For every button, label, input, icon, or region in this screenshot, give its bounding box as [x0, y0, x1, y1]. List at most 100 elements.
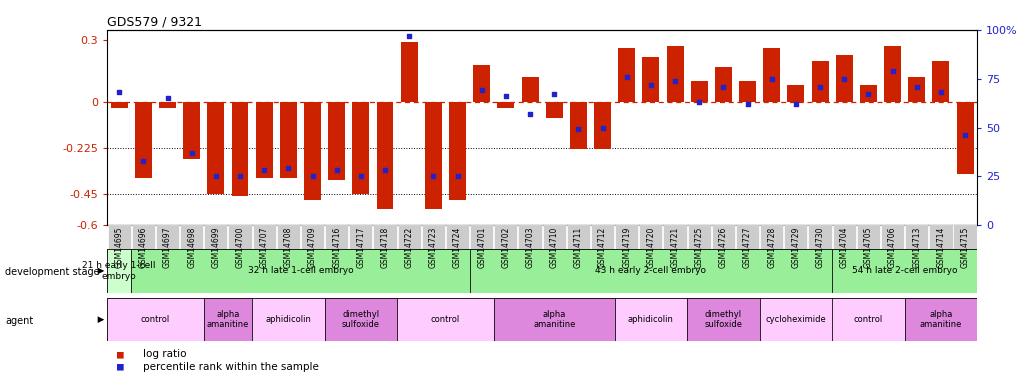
Text: GSM14696: GSM14696	[139, 227, 148, 268]
Bar	[545, 102, 562, 118]
Text: 43 h early 2-cell embryo: 43 h early 2-cell embryo	[595, 266, 706, 275]
Text: GSM14709: GSM14709	[308, 227, 317, 268]
Point	[787, 101, 803, 107]
Text: ■: ■	[117, 350, 124, 359]
Text: GSM14714: GSM14714	[935, 227, 945, 268]
Text: GSM14700: GSM14700	[235, 227, 245, 268]
Bar	[111, 102, 127, 108]
Text: control: control	[853, 315, 882, 324]
Bar	[397, 225, 421, 249]
Bar	[808, 225, 830, 249]
Bar	[352, 102, 369, 194]
Bar	[928, 225, 952, 249]
Bar	[425, 102, 441, 209]
Text: GSM14716: GSM14716	[332, 227, 341, 268]
Bar	[253, 225, 275, 249]
Text: GSM14730: GSM14730	[815, 227, 823, 268]
Bar	[618, 48, 635, 102]
Text: GSM14729: GSM14729	[791, 227, 800, 268]
Text: GSM14704: GSM14704	[839, 227, 848, 268]
Bar	[787, 86, 804, 102]
Text: GSM14725: GSM14725	[694, 227, 703, 268]
Bar	[400, 42, 417, 102]
Bar	[473, 65, 490, 102]
Point	[908, 84, 924, 90]
Bar	[107, 249, 131, 292]
Bar	[762, 48, 780, 102]
Text: GSM14724: GSM14724	[452, 227, 462, 268]
Text: GSM14702: GSM14702	[501, 227, 510, 268]
Bar	[832, 225, 855, 249]
Point	[545, 92, 561, 98]
Point	[280, 165, 297, 171]
Point	[642, 82, 658, 88]
Point	[497, 93, 514, 99]
Text: GSM14726: GSM14726	[718, 227, 728, 268]
Text: agent: agent	[5, 316, 34, 326]
Bar	[687, 225, 710, 249]
Text: control: control	[141, 315, 170, 324]
Text: GSM14712: GSM14712	[597, 227, 606, 268]
Text: dimethyl
sulfoxide: dimethyl sulfoxide	[704, 310, 742, 329]
Bar	[494, 225, 517, 249]
Bar	[832, 249, 976, 292]
Point	[256, 167, 272, 173]
Text: development stage: development stage	[5, 267, 100, 277]
Bar	[396, 298, 493, 341]
Bar	[614, 298, 687, 341]
Text: GSM14720: GSM14720	[646, 227, 655, 268]
Bar	[348, 225, 372, 249]
Bar	[324, 298, 396, 341]
Point	[353, 173, 369, 179]
Point	[522, 111, 538, 117]
Bar	[859, 86, 876, 102]
Bar	[953, 225, 976, 249]
Bar	[904, 225, 927, 249]
Text: 21 h early 1-cell
embryo: 21 h early 1-cell embryo	[83, 261, 156, 280]
Bar	[301, 225, 324, 249]
Bar	[811, 61, 827, 102]
Text: GSM14706: GSM14706	[888, 227, 896, 268]
Text: GSM14697: GSM14697	[163, 227, 172, 268]
Point	[594, 124, 610, 130]
Bar	[131, 225, 155, 249]
Text: cycloheximide: cycloheximide	[765, 315, 825, 324]
Point	[304, 173, 320, 179]
Point	[883, 68, 900, 74]
Bar	[590, 225, 613, 249]
Bar	[856, 225, 879, 249]
Bar	[736, 225, 758, 249]
Bar	[570, 102, 586, 149]
Point	[400, 33, 417, 39]
Text: GSM14727: GSM14727	[742, 227, 751, 268]
Text: ■: ■	[117, 362, 124, 372]
Text: control: control	[430, 315, 460, 324]
Point	[666, 78, 683, 84]
Text: dimethyl
sulfoxide: dimethyl sulfoxide	[341, 310, 379, 329]
Bar	[518, 225, 541, 249]
Text: GSM14699: GSM14699	[211, 227, 220, 268]
Bar	[666, 46, 683, 102]
Bar	[662, 225, 686, 249]
Text: aphidicolin: aphidicolin	[265, 315, 311, 324]
Point	[136, 158, 152, 164]
Bar	[256, 102, 272, 178]
Bar	[373, 225, 396, 249]
Text: GSM14710: GSM14710	[549, 227, 558, 268]
Text: GSM14695: GSM14695	[114, 227, 123, 268]
Point	[159, 95, 175, 101]
Bar	[542, 225, 566, 249]
Text: alpha
amanitine: alpha amanitine	[533, 310, 575, 329]
Bar	[228, 225, 252, 249]
Bar	[907, 77, 924, 102]
Bar	[180, 225, 203, 249]
Text: GSM14701: GSM14701	[477, 227, 486, 268]
Bar	[714, 67, 732, 102]
Point	[376, 167, 392, 173]
Bar	[445, 225, 469, 249]
Text: GSM14717: GSM14717	[356, 227, 365, 268]
Point	[691, 99, 707, 105]
Bar	[252, 298, 324, 341]
Text: GSM14707: GSM14707	[260, 227, 268, 268]
Bar	[835, 55, 852, 102]
